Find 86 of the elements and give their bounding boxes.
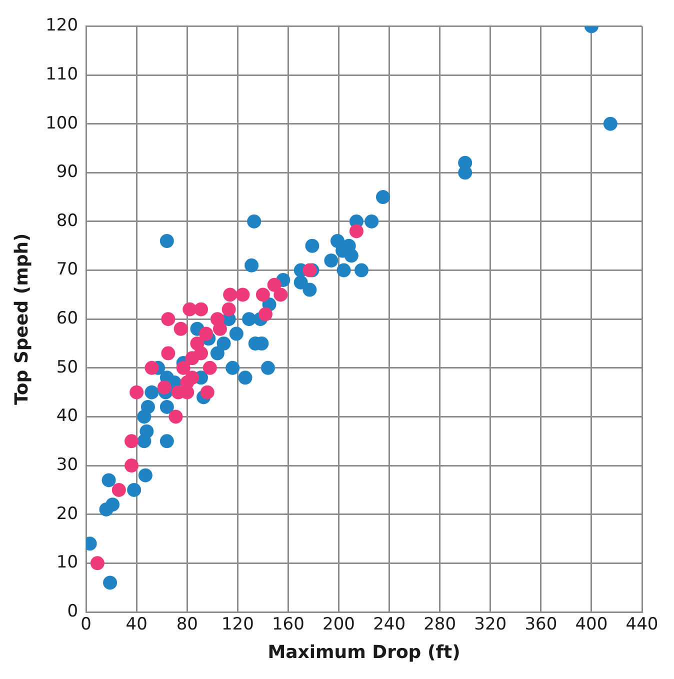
point bbox=[144, 360, 159, 375]
point bbox=[194, 346, 208, 360]
x-tick-label: 160 bbox=[272, 614, 304, 635]
point bbox=[376, 190, 390, 204]
y-tick-label: 10 bbox=[56, 552, 78, 573]
point bbox=[458, 166, 472, 180]
x-tick-label: 440 bbox=[626, 614, 658, 635]
x-tick-label: 0 bbox=[80, 614, 92, 635]
point bbox=[106, 498, 120, 512]
point bbox=[216, 336, 231, 351]
y-tick-label: 50 bbox=[56, 357, 78, 378]
point bbox=[112, 482, 126, 497]
x-tick-label: 40 bbox=[126, 614, 148, 635]
point bbox=[305, 238, 320, 253]
point bbox=[160, 400, 174, 414]
y-tick-label: 100 bbox=[46, 113, 78, 134]
point bbox=[161, 346, 176, 360]
point bbox=[103, 576, 118, 590]
point bbox=[324, 254, 338, 268]
point bbox=[182, 302, 197, 316]
point bbox=[185, 370, 200, 385]
point bbox=[160, 234, 174, 248]
point bbox=[157, 380, 172, 394]
y-tick-label: 20 bbox=[56, 504, 78, 524]
point bbox=[244, 258, 259, 272]
point bbox=[199, 326, 214, 341]
point bbox=[260, 360, 275, 375]
point bbox=[210, 346, 224, 360]
point bbox=[229, 326, 244, 341]
x-tick-label: 80 bbox=[176, 614, 198, 635]
point bbox=[212, 322, 227, 336]
point bbox=[236, 288, 250, 302]
point bbox=[102, 473, 116, 488]
point bbox=[603, 116, 618, 131]
y-tick-label: 0 bbox=[67, 601, 78, 622]
point bbox=[161, 312, 176, 326]
y-tick-label: 80 bbox=[56, 210, 78, 231]
point bbox=[274, 288, 288, 302]
x-tick-label: 120 bbox=[221, 614, 254, 635]
y-tick-label: 40 bbox=[56, 406, 78, 426]
point bbox=[176, 360, 190, 375]
y-axis-title: Top Speed (mph) bbox=[11, 233, 32, 405]
point bbox=[138, 468, 152, 482]
y-tick-label: 60 bbox=[56, 308, 78, 329]
y-tick-label: 120 bbox=[46, 16, 78, 36]
x-tick-label: 240 bbox=[373, 614, 406, 635]
point bbox=[344, 248, 358, 263]
point bbox=[130, 385, 144, 400]
point bbox=[140, 400, 155, 414]
point bbox=[258, 307, 272, 322]
point bbox=[90, 556, 104, 570]
point bbox=[302, 263, 317, 278]
point bbox=[302, 282, 317, 297]
point bbox=[256, 288, 270, 302]
y-tick-label: 90 bbox=[56, 162, 78, 182]
point bbox=[226, 360, 240, 375]
point bbox=[124, 434, 139, 448]
point bbox=[222, 302, 236, 316]
point bbox=[336, 263, 351, 278]
point bbox=[349, 224, 364, 238]
point bbox=[354, 263, 368, 278]
x-tick-label: 400 bbox=[575, 614, 608, 635]
x-tick-label: 200 bbox=[322, 614, 355, 635]
y-tick-label: 30 bbox=[56, 454, 78, 475]
point bbox=[247, 214, 262, 228]
point bbox=[194, 302, 208, 316]
point bbox=[200, 385, 214, 400]
x-tick-label: 320 bbox=[474, 614, 507, 635]
point bbox=[140, 424, 154, 438]
point bbox=[174, 322, 188, 336]
x-axis-title: Maximum Drop (ft) bbox=[268, 642, 460, 663]
point bbox=[238, 370, 252, 385]
point bbox=[160, 434, 174, 448]
y-tick-label: 70 bbox=[56, 260, 78, 280]
point bbox=[267, 278, 282, 292]
y-tick-label: 110 bbox=[46, 64, 78, 84]
point bbox=[364, 214, 379, 228]
point bbox=[242, 312, 256, 326]
point bbox=[124, 458, 139, 473]
point bbox=[223, 288, 238, 302]
x-tick-label: 360 bbox=[524, 614, 558, 635]
point bbox=[168, 410, 183, 424]
point bbox=[144, 385, 159, 400]
point bbox=[127, 482, 142, 497]
x-tick-label: 280 bbox=[424, 614, 456, 635]
point bbox=[202, 360, 217, 375]
